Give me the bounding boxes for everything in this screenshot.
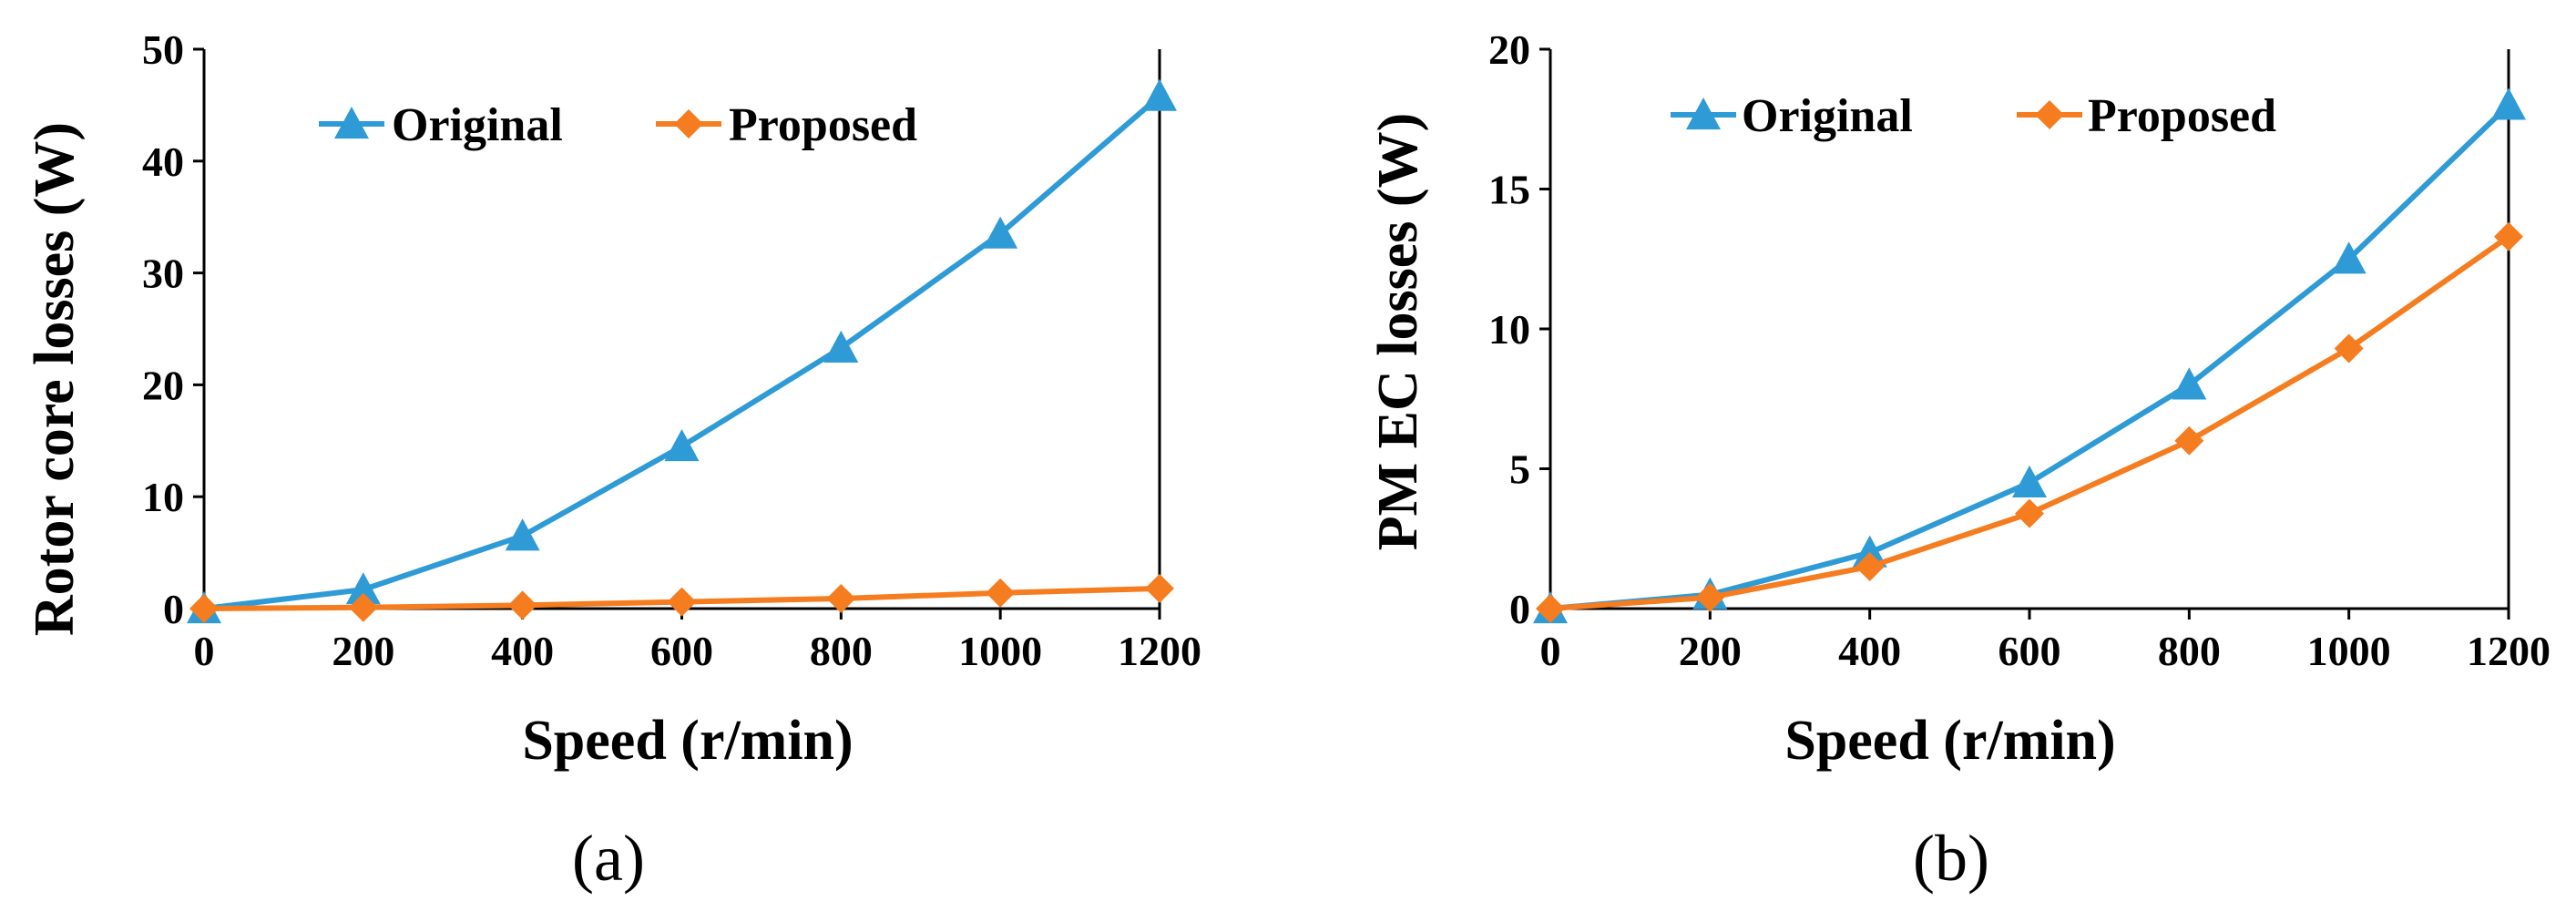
chart-a-series-original-point — [664, 428, 700, 462]
chart-b-series-proposed-point — [2494, 221, 2523, 251]
chart-a-series-proposed-point — [507, 590, 537, 620]
chart-b-x-tick-label: 600 — [1998, 628, 2061, 674]
chart-a-y-tick-label: 50 — [142, 26, 184, 73]
chart-a-ticks: 0 10 20 30 40 50 0 200 400 600 800 1000 1200 — [142, 26, 1201, 674]
chart-b-series-original-point — [2331, 241, 2366, 274]
chart-b-series-proposed-point — [1855, 551, 1885, 581]
chart-a-x-tick-label: 800 — [810, 628, 873, 674]
chart-b-series-proposed-point — [1536, 594, 1565, 623]
chart-b-legend-original-marker — [1686, 97, 1721, 130]
chart-b-series-proposed-point — [2334, 333, 2364, 364]
chart-a-series-original-point — [345, 572, 381, 605]
chart-a-x-tick-label: 0 — [194, 628, 215, 674]
chart-a-x-axis-title: Speed (r/min) — [522, 710, 853, 772]
chart-b-y-tick-label: 10 — [1488, 306, 1530, 353]
chart-b-series-original-point — [2012, 465, 2047, 497]
chart-a-series-original-point — [983, 216, 1018, 249]
chart-b-legend-proposed-marker — [2035, 100, 2064, 129]
chart-a-legend-original-marker — [334, 107, 369, 139]
chart-a-series-proposed-point — [667, 587, 697, 617]
chart-a-series — [187, 78, 1177, 624]
chart-a-series-proposed-point — [986, 578, 1016, 608]
chart-a-series-proposed-point — [826, 583, 856, 613]
chart-a-y-axis-title: Rotor core losses (W) — [24, 122, 86, 636]
chart-a-series-original-point — [1142, 78, 1177, 111]
chart-a-panel-label: (a) — [572, 822, 645, 895]
chart-a-x-tick-label: 600 — [650, 628, 713, 674]
chart-a-y-tick-label: 20 — [142, 362, 184, 408]
chart-a-series-proposed-point — [189, 594, 219, 623]
chart-b-y-tick-label: 20 — [1488, 26, 1530, 73]
chart-b-series-original-line — [1549, 103, 2511, 611]
chart-b-series-proposed-point — [2174, 425, 2204, 456]
chart-b-series — [1533, 87, 2526, 624]
chart-b-series-original-point — [1852, 535, 1887, 568]
chart-b-series-original-point — [2172, 367, 2207, 400]
chart-a-series-original-point — [505, 518, 540, 551]
chart-b-y-tick-label: 15 — [1488, 167, 1530, 213]
chart-b-series-original-point — [2491, 87, 2526, 120]
chart-a-x-tick-label: 400 — [491, 628, 554, 674]
chart-b-y-axis-title: PM EC losses (W) — [1367, 113, 1429, 550]
chart-a-y-tick-label: 0 — [163, 586, 184, 632]
chart-b-series-proposed-point — [2015, 498, 2044, 528]
chart-b-x-tick-label: 400 — [1838, 628, 1901, 674]
chart-a-y-tick-label: 40 — [142, 138, 184, 185]
chart-panel-a: 0 10 20 30 40 50 0 200 400 600 800 1000 1200 Origina… — [24, 26, 1201, 895]
chart-a-legend: Original Proposed — [319, 99, 917, 151]
chart-a-x-tick-label: 1200 — [1118, 628, 1201, 674]
chart-b-legend: Original Proposed — [1671, 90, 2276, 142]
chart-b-y-tick-label: 0 — [1509, 586, 1530, 632]
chart-b-x-tick-label: 1000 — [2307, 628, 2391, 674]
chart-a-legend-proposed-marker — [674, 109, 703, 138]
chart-b-legend-proposed-label: Proposed — [2088, 90, 2276, 142]
chart-b-y-tick-label: 5 — [1509, 446, 1530, 493]
chart-a-series-proposed-point — [348, 592, 378, 622]
chart-a-y-tick-label: 10 — [142, 474, 184, 520]
chart-a-series-original-point — [823, 330, 859, 364]
chart-b-x-tick-label: 800 — [2158, 628, 2221, 674]
chart-a-legend-original-label: Original — [392, 99, 563, 151]
chart-b-panel-label: (b) — [1913, 822, 1989, 895]
chart-a-series-original-line — [203, 94, 1161, 611]
chart-b-series-proposed-line — [1549, 234, 2510, 611]
chart-b-x-tick-label: 0 — [1540, 628, 1561, 674]
chart-a-x-tick-label: 1000 — [958, 628, 1042, 674]
chart-a-x-tick-label: 200 — [332, 628, 394, 674]
chart-a-y-tick-label: 30 — [142, 251, 184, 297]
chart-b-series-proposed-point — [1695, 582, 1725, 612]
chart-b-x-axis-title: Speed (r/min) — [1784, 710, 2115, 772]
chart-a-legend-proposed-label: Proposed — [729, 99, 917, 151]
chart-b-x-tick-label: 200 — [1679, 628, 1742, 674]
chart-b-x-tick-label: 1200 — [2467, 628, 2550, 674]
chart-a-series-proposed-point — [1145, 573, 1174, 603]
chart-b-legend-original-label: Original — [1742, 90, 1913, 142]
